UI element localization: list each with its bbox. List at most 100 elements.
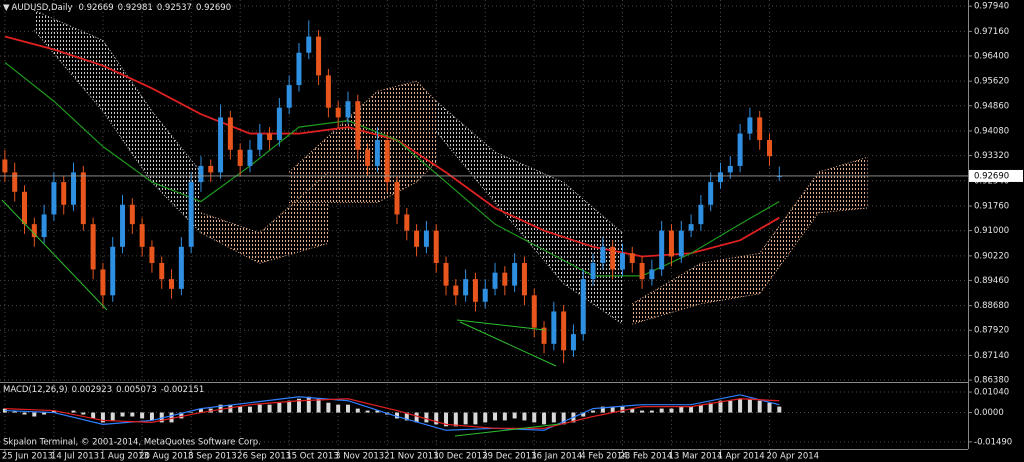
candle-body <box>276 107 282 141</box>
macd-bar <box>198 408 203 413</box>
macd-bar <box>179 412 184 419</box>
high: 0.92981 <box>118 3 153 13</box>
candle-body <box>600 246 606 263</box>
macd-bar <box>120 412 125 417</box>
macd-bar <box>238 406 243 413</box>
cloud <box>289 81 437 203</box>
macd-bar <box>32 412 37 417</box>
candle-body <box>325 75 331 108</box>
candle-body <box>502 272 508 286</box>
candle-body <box>286 85 292 108</box>
candle-body <box>463 279 469 296</box>
candle-body <box>169 279 175 289</box>
trend-line <box>454 423 561 437</box>
candle-body <box>590 262 596 280</box>
candle-body <box>433 230 439 263</box>
candle-body <box>659 230 665 270</box>
candle-body <box>737 133 743 166</box>
candle-body <box>335 107 341 118</box>
macd-bar <box>218 404 223 413</box>
candle-body <box>355 101 361 150</box>
x-tick-label: 8 Sep 2013 <box>188 452 236 462</box>
macd-bar <box>767 402 772 413</box>
y-tick-label: 0.95620 <box>974 77 1009 87</box>
last-price-label: 0.92690 <box>974 171 1009 181</box>
candle-body <box>61 182 67 205</box>
macd-bar <box>747 398 752 413</box>
candle-body <box>100 269 106 296</box>
candle-body <box>453 285 459 296</box>
macd-tick-label: 0.01040 <box>974 388 1009 398</box>
cloud-edge <box>435 131 623 325</box>
x-tick-label: 4 Feb 2014 <box>580 452 628 462</box>
macd-bar <box>375 410 380 413</box>
candle-body <box>776 175 782 177</box>
candle-body <box>443 262 449 286</box>
macd-label: MACD(12,26,9) <box>3 385 68 395</box>
macd-bar <box>444 412 449 427</box>
candle-body <box>159 262 165 280</box>
candle-body <box>267 133 273 141</box>
macd-header: MACD(12,26,9) 0.002923 0.005073 -0.002151 <box>3 385 204 395</box>
macd-bar <box>81 412 86 415</box>
macd-bar <box>424 412 429 423</box>
candle-body <box>766 140 772 157</box>
candle-body <box>345 101 351 118</box>
candle-body <box>668 230 674 257</box>
candle-body <box>110 246 116 296</box>
cloud-edge <box>34 9 202 173</box>
macd-bar <box>336 404 341 413</box>
candle-body <box>12 172 18 192</box>
macd-bar <box>345 404 350 413</box>
x-tick-label: 15 Oct 2013 <box>286 452 339 462</box>
x-tick-label: 23 Feb 2014 <box>619 452 672 462</box>
cloud-edge <box>200 232 329 264</box>
macd-bar <box>679 406 684 413</box>
macd-main: 0.002923 <box>72 385 113 395</box>
y-tick-label: 0.87140 <box>974 351 1009 361</box>
y-tick-label: 0.91760 <box>974 202 1009 212</box>
y-tick-label: 0.91000 <box>974 226 1009 236</box>
macd-bar <box>130 412 135 417</box>
candle-body <box>247 149 253 166</box>
candle-body <box>561 311 567 351</box>
candle-body <box>394 182 400 215</box>
candle-body <box>41 214 47 238</box>
x-tick-label: 10 Dec 2013 <box>433 452 487 462</box>
macd-bar <box>620 406 625 413</box>
candle-body <box>472 279 478 302</box>
macd-tick-label: -0.01490 <box>974 437 1012 447</box>
x-tick-label: 14 Jul 2013 <box>51 452 99 462</box>
macd-bar <box>277 402 282 413</box>
macd-bar <box>316 398 321 413</box>
candle-body <box>610 246 616 270</box>
macd-bar <box>581 412 586 417</box>
candle-body <box>727 165 733 173</box>
candle-body <box>414 230 420 247</box>
macd-diff: -0.002151 <box>161 385 205 395</box>
candle-body <box>698 204 704 225</box>
y-tick-label: 0.89460 <box>974 276 1009 286</box>
macd-bar <box>228 404 233 413</box>
candle-body <box>531 295 537 328</box>
y-tick-label: 0.86380 <box>974 376 1009 386</box>
candle-body <box>541 327 547 344</box>
cloud <box>34 10 201 233</box>
open: 0.92669 <box>79 3 114 13</box>
candle-body <box>512 262 518 286</box>
candle-body <box>365 149 371 166</box>
macd-bar <box>708 402 713 413</box>
macd-bar <box>257 404 262 413</box>
cloud <box>200 172 329 264</box>
macd-bar <box>591 410 596 413</box>
cloud-edge <box>288 80 437 173</box>
macd-bar <box>110 412 115 421</box>
candle-body <box>551 311 557 344</box>
macd-bar <box>287 400 292 413</box>
y-tick-label: 0.97940 <box>974 2 1009 12</box>
macd-line <box>4 398 780 429</box>
candle-body <box>80 172 86 225</box>
cloud <box>632 157 868 325</box>
candle-body <box>570 334 576 351</box>
